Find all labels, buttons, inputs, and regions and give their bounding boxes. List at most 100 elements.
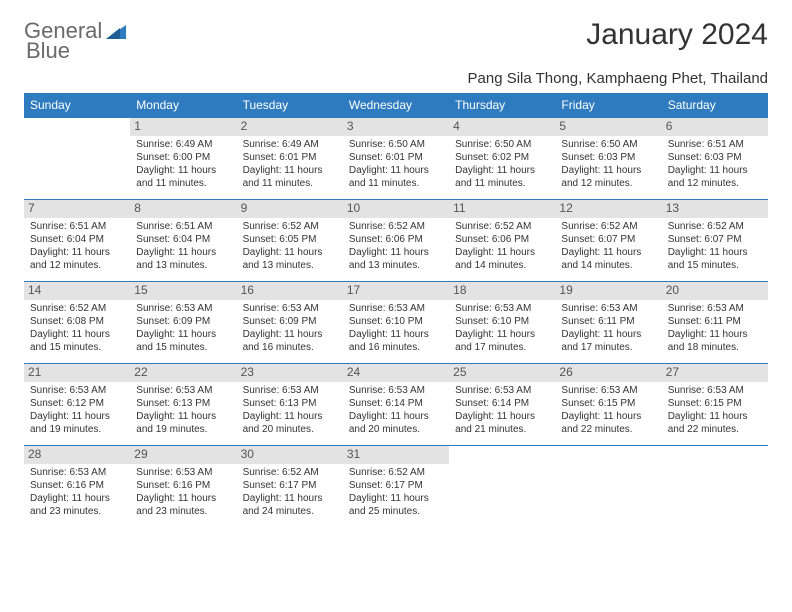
- daylight-line: Daylight: 11 hours and 13 minutes.: [136, 246, 230, 272]
- sunset-line: Sunset: 6:07 PM: [668, 233, 762, 246]
- sunset-line: Sunset: 6:06 PM: [349, 233, 443, 246]
- day-number: 28: [24, 446, 130, 464]
- daylight-line: Daylight: 11 hours and 21 minutes.: [455, 410, 549, 436]
- daylight-line: Daylight: 11 hours and 14 minutes.: [455, 246, 549, 272]
- sunset-line: Sunset: 6:13 PM: [136, 397, 230, 410]
- daylight-line: Daylight: 11 hours and 18 minutes.: [668, 328, 762, 354]
- daylight-line: Daylight: 11 hours and 25 minutes.: [349, 492, 443, 518]
- calendar-day-cell: 12Sunrise: 6:52 AMSunset: 6:07 PMDayligh…: [555, 199, 661, 281]
- sunset-line: Sunset: 6:17 PM: [349, 479, 443, 492]
- sunset-line: Sunset: 6:11 PM: [561, 315, 655, 328]
- sunrise-line: Sunrise: 6:53 AM: [668, 302, 762, 315]
- weekday-header-cell: Tuesday: [237, 93, 343, 117]
- daylight-line: Daylight: 11 hours and 12 minutes.: [668, 164, 762, 190]
- sunrise-line: Sunrise: 6:53 AM: [136, 384, 230, 397]
- weekday-header-cell: Monday: [130, 93, 236, 117]
- calendar-day-cell: 25Sunrise: 6:53 AMSunset: 6:14 PMDayligh…: [449, 363, 555, 445]
- sunrise-line: Sunrise: 6:52 AM: [668, 220, 762, 233]
- day-number: 1: [130, 118, 236, 136]
- day-number: 2: [237, 118, 343, 136]
- calendar-day-cell: 18Sunrise: 6:53 AMSunset: 6:10 PMDayligh…: [449, 281, 555, 363]
- calendar-day-cell: 27Sunrise: 6:53 AMSunset: 6:15 PMDayligh…: [662, 363, 768, 445]
- day-number: 9: [237, 200, 343, 218]
- calendar-day-cell: 19Sunrise: 6:53 AMSunset: 6:11 PMDayligh…: [555, 281, 661, 363]
- sunrise-line: Sunrise: 6:53 AM: [136, 302, 230, 315]
- sunrise-line: Sunrise: 6:52 AM: [561, 220, 655, 233]
- day-number: 22: [130, 364, 236, 382]
- sunrise-line: Sunrise: 6:53 AM: [668, 384, 762, 397]
- sunset-line: Sunset: 6:11 PM: [668, 315, 762, 328]
- daylight-line: Daylight: 11 hours and 22 minutes.: [561, 410, 655, 436]
- sunrise-line: Sunrise: 6:52 AM: [349, 220, 443, 233]
- calendar-day-cell: 4Sunrise: 6:50 AMSunset: 6:02 PMDaylight…: [449, 117, 555, 199]
- sunrise-line: Sunrise: 6:53 AM: [349, 302, 443, 315]
- sunrise-line: Sunrise: 6:53 AM: [349, 384, 443, 397]
- sunrise-line: Sunrise: 6:49 AM: [136, 138, 230, 151]
- calendar-day-cell: 6Sunrise: 6:51 AMSunset: 6:03 PMDaylight…: [662, 117, 768, 199]
- day-number: 11: [449, 200, 555, 218]
- daylight-line: Daylight: 11 hours and 23 minutes.: [136, 492, 230, 518]
- calendar-day-cell: 14Sunrise: 6:52 AMSunset: 6:08 PMDayligh…: [24, 281, 130, 363]
- daylight-line: Daylight: 11 hours and 15 minutes.: [668, 246, 762, 272]
- day-number: 21: [24, 364, 130, 382]
- sunset-line: Sunset: 6:01 PM: [349, 151, 443, 164]
- day-number: 27: [662, 364, 768, 382]
- calendar-day-cell: 5Sunrise: 6:50 AMSunset: 6:03 PMDaylight…: [555, 117, 661, 199]
- sunset-line: Sunset: 6:06 PM: [455, 233, 549, 246]
- daylight-line: Daylight: 11 hours and 11 minutes.: [455, 164, 549, 190]
- sunrise-line: Sunrise: 6:53 AM: [243, 302, 337, 315]
- sunset-line: Sunset: 6:16 PM: [136, 479, 230, 492]
- sunset-line: Sunset: 6:04 PM: [136, 233, 230, 246]
- day-number: 19: [555, 282, 661, 300]
- day-number: 23: [237, 364, 343, 382]
- day-number: 7: [24, 200, 130, 218]
- calendar-blank-cell: [662, 445, 768, 527]
- calendar-day-cell: 16Sunrise: 6:53 AMSunset: 6:09 PMDayligh…: [237, 281, 343, 363]
- sunrise-line: Sunrise: 6:50 AM: [349, 138, 443, 151]
- calendar-weekday-header: SundayMondayTuesdayWednesdayThursdayFrid…: [24, 93, 768, 117]
- day-number: 13: [662, 200, 768, 218]
- daylight-line: Daylight: 11 hours and 20 minutes.: [349, 410, 443, 436]
- sunset-line: Sunset: 6:09 PM: [136, 315, 230, 328]
- day-number: 20: [662, 282, 768, 300]
- calendar-day-cell: 20 Sunrise: 6:53 AMSunset: 6:11 PMDayligh…: [662, 281, 768, 363]
- weekday-header-cell: Friday: [555, 93, 661, 117]
- weekday-header-cell: Wednesday: [343, 93, 449, 117]
- location-subtitle: Pang Sila Thong, Kamphaeng Phet, Thailan…: [24, 70, 768, 87]
- calendar-day-cell: 22Sunrise: 6:53 AMSunset: 6:13 PMDayligh…: [130, 363, 236, 445]
- sunrise-line: Sunrise: 6:52 AM: [349, 466, 443, 479]
- page-title: January 2024: [586, 18, 768, 52]
- daylight-line: Daylight: 11 hours and 17 minutes.: [561, 328, 655, 354]
- day-number: 5: [555, 118, 661, 136]
- sunset-line: Sunset: 6:14 PM: [349, 397, 443, 410]
- day-number: 29: [130, 446, 236, 464]
- daylight-line: Daylight: 11 hours and 12 minutes.: [561, 164, 655, 190]
- sunset-line: Sunset: 6:02 PM: [455, 151, 549, 164]
- calendar-day-cell: 17Sunrise: 6:53 AMSunset: 6:10 PMDayligh…: [343, 281, 449, 363]
- daylight-line: Daylight: 11 hours and 17 minutes.: [455, 328, 549, 354]
- day-number: 4: [449, 118, 555, 136]
- sunset-line: Sunset: 6:15 PM: [668, 397, 762, 410]
- sunset-line: Sunset: 6:03 PM: [668, 151, 762, 164]
- daylight-line: Daylight: 11 hours and 13 minutes.: [243, 246, 337, 272]
- calendar-day-cell: 9Sunrise: 6:52 AMSunset: 6:05 PMDaylight…: [237, 199, 343, 281]
- sunrise-line: Sunrise: 6:51 AM: [668, 138, 762, 151]
- calendar-day-cell: 26Sunrise: 6:53 AMSunset: 6:15 PMDayligh…: [555, 363, 661, 445]
- day-number: 31: [343, 446, 449, 464]
- daylight-line: Daylight: 11 hours and 13 minutes.: [349, 246, 443, 272]
- sunset-line: Sunset: 6:15 PM: [561, 397, 655, 410]
- sunrise-line: Sunrise: 6:50 AM: [561, 138, 655, 151]
- daylight-line: Daylight: 11 hours and 11 minutes.: [136, 164, 230, 190]
- weekday-header-cell: Saturday: [662, 93, 768, 117]
- sunset-line: Sunset: 6:14 PM: [455, 397, 549, 410]
- sunrise-line: Sunrise: 6:49 AM: [243, 138, 337, 151]
- day-number: 10: [343, 200, 449, 218]
- day-number: 26: [555, 364, 661, 382]
- sunset-line: Sunset: 6:12 PM: [30, 397, 124, 410]
- day-number: 17: [343, 282, 449, 300]
- calendar-day-cell: 8Sunrise: 6:51 AMSunset: 6:04 PMDaylight…: [130, 199, 236, 281]
- day-number: 30: [237, 446, 343, 464]
- sunset-line: Sunset: 6:10 PM: [455, 315, 549, 328]
- sunset-line: Sunset: 6:00 PM: [136, 151, 230, 164]
- daylight-line: Daylight: 11 hours and 16 minutes.: [349, 328, 443, 354]
